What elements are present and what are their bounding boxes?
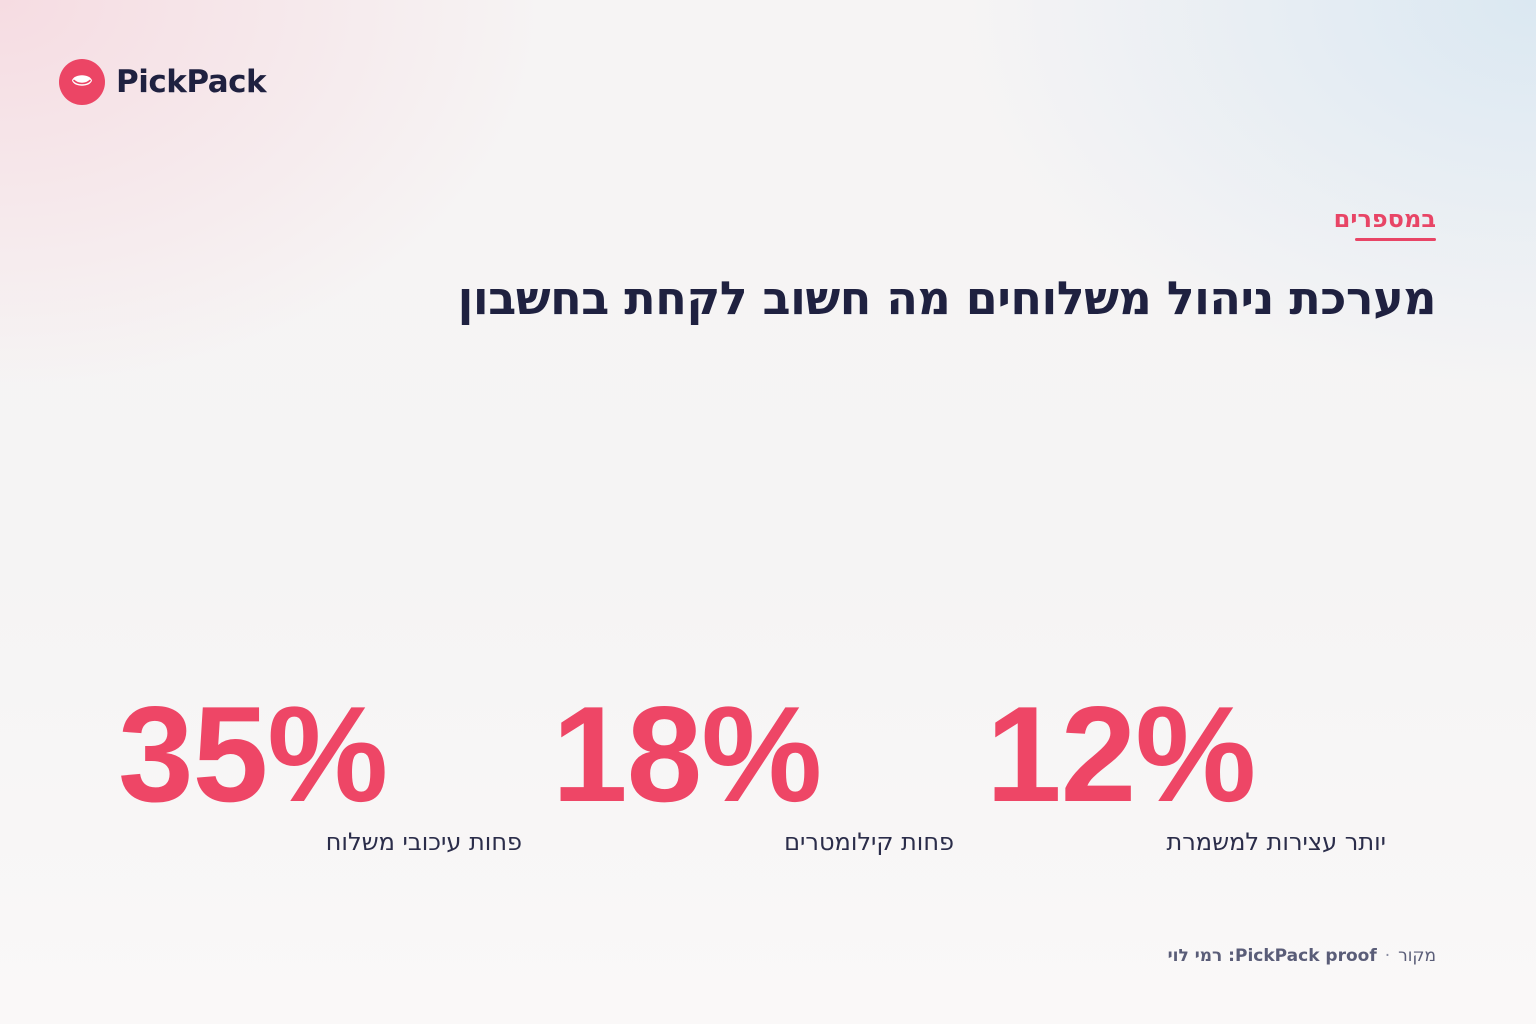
- stat-label-delays: פחות עיכובי משלוח: [325, 828, 522, 856]
- page-title: מערכת ניהול משלוחים מה חשוב לקחת בחשבון: [457, 271, 1437, 325]
- section-kicker: במספרים: [1333, 205, 1436, 233]
- source-label: מקור: [1398, 946, 1436, 966]
- brand-name: PickPack: [116, 64, 267, 100]
- stat-value-kilometers: 18%: [552, 678, 822, 830]
- source-note: מקור · PickPack proof: רמי לוי: [1168, 944, 1436, 968]
- stat-label-stops: יותר עצירות למשמרת: [1166, 828, 1386, 856]
- stat-value-delays: 35%: [118, 678, 388, 830]
- kicker-underline: [1355, 238, 1436, 241]
- source-value: PickPack proof: רמי לוי: [1167, 946, 1377, 966]
- stat-value-stops: 12%: [986, 678, 1256, 830]
- pickpack-logo-icon: [59, 59, 105, 105]
- brand-logo[interactable]: PickPack: [58, 58, 267, 106]
- stat-label-kilometers: פחות קילומטרים: [784, 828, 954, 856]
- source-separator: ·: [1384, 946, 1391, 966]
